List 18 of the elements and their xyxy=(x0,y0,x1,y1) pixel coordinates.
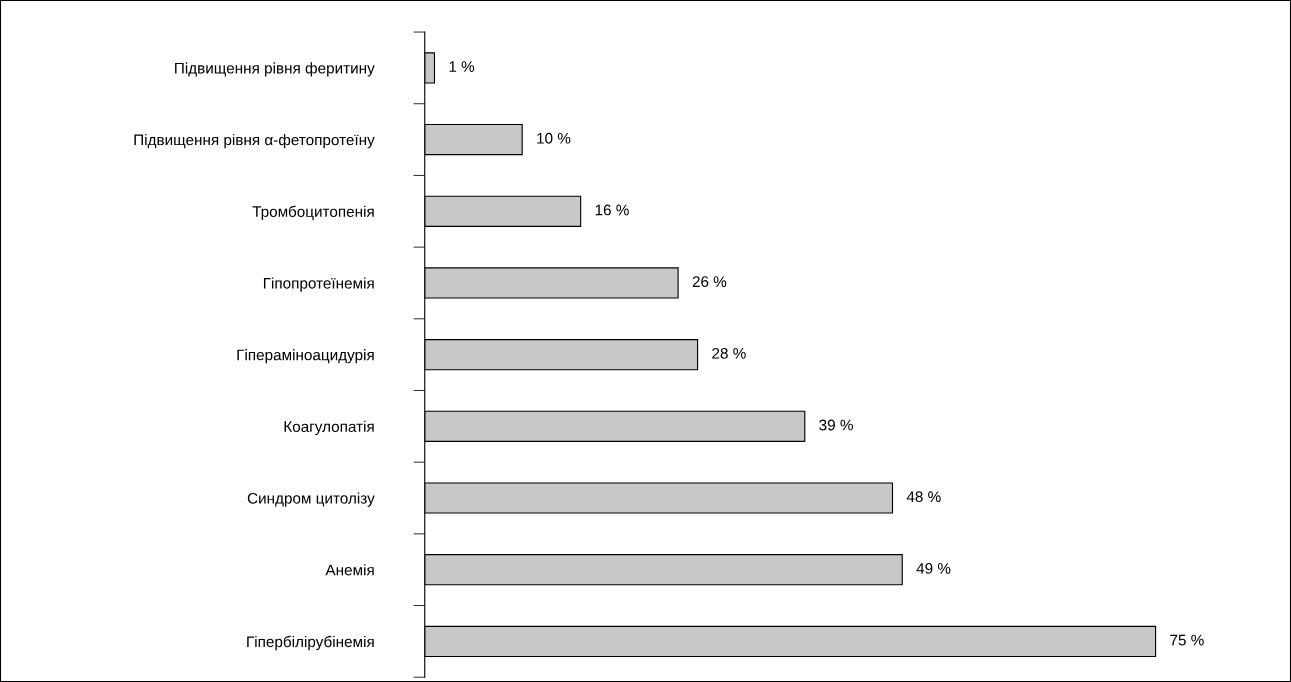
data-label: 1 % xyxy=(449,61,475,72)
y-tick-label: Синдром цитолізу xyxy=(247,492,375,507)
y-tick-label: Гіпераміноацидурія xyxy=(237,349,374,364)
data-label: 49 % xyxy=(916,562,951,574)
data-label: 28 % xyxy=(712,347,746,359)
y-tick-label: Коагулопатія xyxy=(284,420,374,436)
y-tick-label: Анемія xyxy=(325,564,374,576)
y-tick-label: Гіпопротеїнемія xyxy=(263,277,374,292)
y-tick-label: Тромбоцитопенія xyxy=(252,205,374,221)
y-tick-label: Підвищення рівня α-фетопротеїну xyxy=(134,134,375,149)
data-label: 10 % xyxy=(537,132,571,144)
data-label: 48 % xyxy=(906,491,941,503)
data-label: 75 % xyxy=(1170,634,1204,646)
data-label: 26 % xyxy=(692,276,727,288)
y-tick-label: Гіпербілірубінемія xyxy=(247,635,374,651)
data-label: 16 % xyxy=(595,204,629,216)
data-label: 39 % xyxy=(819,419,853,431)
y-tick-label: Підвищення рівня феритину xyxy=(175,62,375,77)
